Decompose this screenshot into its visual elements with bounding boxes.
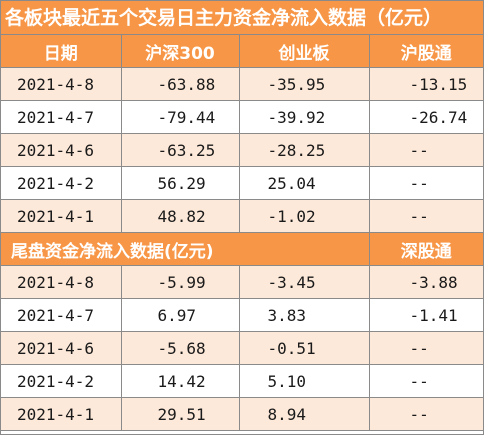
cell-date: 2021-4-2 bbox=[1, 364, 122, 398]
table-row: 2021-4-1 29.51 8.94 -- bbox=[1, 397, 483, 431]
table-row: 2021-4-2 14.42 5.10 -- bbox=[1, 364, 483, 398]
table-row: 2021-4-7 6.97 3.83 -1.41 bbox=[1, 298, 483, 332]
cell-date: 2021-4-8 bbox=[1, 67, 122, 101]
column-header-date: 日期 bbox=[1, 35, 122, 68]
cell-hs300: -63.88 bbox=[120, 67, 240, 101]
cell-chinext: -0.51 bbox=[238, 331, 370, 365]
cell-northbound: -26.74 bbox=[368, 100, 483, 134]
table-row: 2021-4-1 48.82 -1.02 -- bbox=[1, 199, 483, 233]
cell-date: 2021-4-6 bbox=[1, 331, 122, 365]
column-header-northbound-sh: 沪股通 bbox=[368, 35, 483, 68]
column-header-chinext: 创业板 bbox=[238, 35, 370, 68]
cell-hs300: 29.51 bbox=[120, 397, 240, 431]
cell-chinext: -39.92 bbox=[238, 100, 370, 134]
cell-hs300: 56.29 bbox=[120, 166, 240, 200]
cell-date: 2021-4-7 bbox=[1, 100, 122, 134]
cell-northbound: -- bbox=[368, 331, 483, 365]
cell-date: 2021-4-8 bbox=[1, 265, 122, 299]
cell-date: 2021-4-1 bbox=[1, 397, 122, 431]
cell-date: 2021-4-6 bbox=[1, 133, 122, 167]
table-row: 2021-4-8 -63.88 -35.95 -13.15 bbox=[1, 67, 483, 101]
cell-northbound: -- bbox=[368, 364, 483, 398]
cell-date: 2021-4-2 bbox=[1, 166, 122, 200]
cell-northbound: -13.15 bbox=[368, 67, 483, 101]
cell-hs300: -5.68 bbox=[120, 331, 240, 365]
cell-northbound: -- bbox=[368, 199, 483, 233]
fund-flow-table: 日期 沪深300 创业板 沪股通 2021-4-8 -63.88 -35.95 … bbox=[1, 35, 483, 431]
table-row: 2021-4-7 -79.44 -39.92 -26.74 bbox=[1, 100, 483, 134]
section2-header-row: 尾盘资金净流入数据(亿元) 深股通 bbox=[1, 232, 483, 266]
cell-hs300: -79.44 bbox=[120, 100, 240, 134]
table-row: 2021-4-6 -5.68 -0.51 -- bbox=[1, 331, 483, 365]
cell-chinext: 8.94 bbox=[238, 397, 370, 431]
cell-northbound: -- bbox=[368, 397, 483, 431]
table-row: 2021-4-6 -63.25 -28.25 -- bbox=[1, 133, 483, 167]
section2-title: 尾盘资金净流入数据(亿元) bbox=[1, 232, 370, 266]
cell-chinext: -1.02 bbox=[238, 199, 370, 233]
cell-date: 2021-4-1 bbox=[1, 199, 122, 233]
cell-hs300: -63.25 bbox=[120, 133, 240, 167]
table-row: 2021-4-2 56.29 25.04 -- bbox=[1, 166, 483, 200]
column-header-hs300: 沪深300 bbox=[120, 35, 240, 68]
cell-chinext: 5.10 bbox=[238, 364, 370, 398]
cell-hs300: -5.99 bbox=[120, 265, 240, 299]
cell-northbound: -- bbox=[368, 133, 483, 167]
cell-chinext: -28.25 bbox=[238, 133, 370, 167]
cell-northbound: -3.88 bbox=[368, 265, 483, 299]
cell-chinext: 25.04 bbox=[238, 166, 370, 200]
table-title: 各板块最近五个交易日主力资金净流入数据（亿元） bbox=[1, 1, 483, 35]
cell-northbound: -1.41 bbox=[368, 298, 483, 332]
cell-chinext: 3.83 bbox=[238, 298, 370, 332]
cell-date: 2021-4-7 bbox=[1, 298, 122, 332]
cell-chinext: -3.45 bbox=[238, 265, 370, 299]
column-header-northbound-sz: 深股通 bbox=[368, 232, 483, 266]
cell-northbound: -- bbox=[368, 166, 483, 200]
table-row: 2021-4-8 -5.99 -3.45 -3.88 bbox=[1, 265, 483, 299]
section1-header-row: 日期 沪深300 创业板 沪股通 bbox=[1, 35, 483, 68]
cell-hs300: 6.97 bbox=[120, 298, 240, 332]
cell-hs300: 48.82 bbox=[120, 199, 240, 233]
cell-chinext: -35.95 bbox=[238, 67, 370, 101]
cell-hs300: 14.42 bbox=[120, 364, 240, 398]
